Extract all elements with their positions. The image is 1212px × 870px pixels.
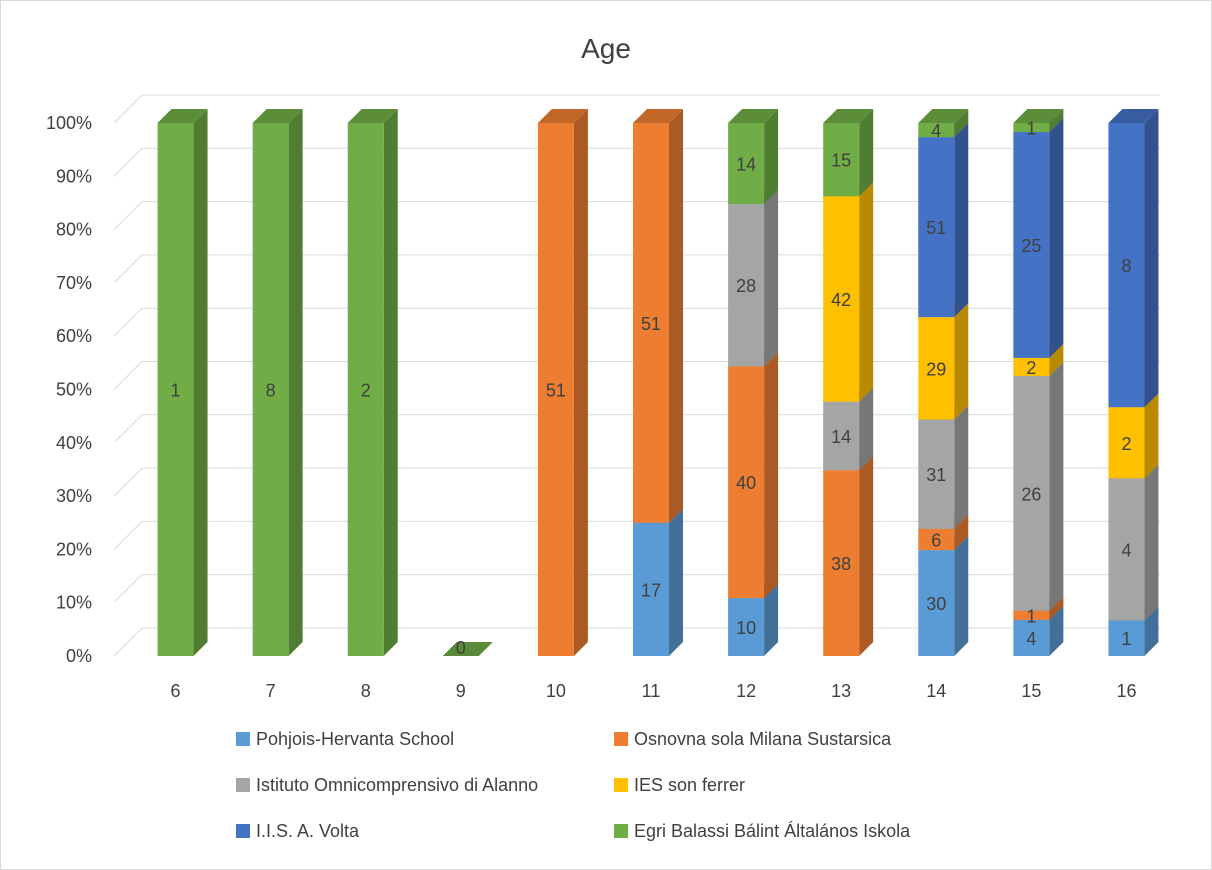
legend-label: Pohjois-Hervanta School <box>256 729 454 749</box>
data-label: 4 <box>1121 540 1131 560</box>
data-label: 2 <box>1026 358 1036 378</box>
bar-segment <box>347 109 398 656</box>
legend-item: I.I.S. A. Volta <box>236 821 360 841</box>
legend-item: IES son ferrer <box>614 775 745 795</box>
y-axis-ticks: 0% 10% 20% 30% 40% 50% 60% 70% 80% 90% 100% <box>46 113 92 666</box>
y-tick-label: 90% <box>56 166 92 186</box>
x-tick-label: 13 <box>831 681 851 701</box>
x-tick-label: 11 <box>642 681 661 701</box>
bar-segment <box>252 109 303 656</box>
data-label: 1 <box>1026 119 1036 139</box>
legend-label: Osnovna sola Milana Sustarsica <box>634 729 892 749</box>
data-label: 51 <box>546 381 566 401</box>
x-tick-label: 6 <box>171 681 181 701</box>
legend-swatch <box>614 824 628 838</box>
legend-swatch <box>236 778 250 792</box>
legend-swatch <box>236 732 250 746</box>
bar-segment <box>823 182 874 402</box>
x-tick-label: 10 <box>546 681 566 701</box>
data-label: 4 <box>931 121 941 141</box>
data-label: 14 <box>736 155 756 175</box>
legend-item: Istituto Omnicomprensivo di Alanno <box>236 775 538 795</box>
data-label: 25 <box>1021 236 1041 256</box>
y-tick-label: 10% <box>56 593 92 613</box>
x-tick-label: 16 <box>1116 681 1136 701</box>
gridline <box>113 94 1160 124</box>
data-label: 2 <box>1121 434 1131 454</box>
legend-swatch <box>236 824 250 838</box>
bar-segment <box>633 109 683 523</box>
bar-segment <box>1108 109 1159 408</box>
legend: Pohjois-Hervanta School Osnovna sola Mila… <box>236 729 911 841</box>
y-tick-label: 70% <box>56 273 92 293</box>
bar-segment <box>823 109 874 197</box>
data-label: 30 <box>926 594 946 614</box>
bar-segment <box>157 109 208 656</box>
legend-label: I.I.S. A. Volta <box>256 821 360 841</box>
legend-swatch <box>614 778 628 792</box>
legend-item: Egri Balassi Bálint Általános Iskola <box>614 821 911 841</box>
data-label: 1 <box>171 381 181 401</box>
y-tick-label: 80% <box>56 220 92 240</box>
bar-segment <box>1013 361 1064 611</box>
data-label: 51 <box>926 218 946 238</box>
data-label: 0 <box>456 638 466 658</box>
y-tick-label: 100% <box>46 113 92 133</box>
data-label: 10 <box>736 618 756 638</box>
legend-label: Egri Balassi Bálint Általános Iskola <box>634 821 911 841</box>
y-tick-label: 60% <box>56 326 92 346</box>
data-label: 2 <box>361 381 371 401</box>
legend-label: IES son ferrer <box>634 775 745 795</box>
data-label: 15 <box>831 151 851 171</box>
legend-item: Osnovna sola Milana Sustarsica <box>614 729 892 749</box>
bar-segment <box>1013 118 1064 358</box>
bar-segment <box>537 109 588 656</box>
y-tick-label: 30% <box>56 486 92 506</box>
legend-swatch <box>614 732 628 746</box>
chart-title: Age <box>581 33 631 64</box>
data-label: 51 <box>641 314 661 334</box>
data-label: 8 <box>266 381 276 401</box>
data-label: 6 <box>931 531 941 551</box>
data-label: 17 <box>641 580 661 600</box>
data-label: 31 <box>926 465 946 485</box>
x-tick-label: 7 <box>266 681 276 701</box>
bar-segment <box>728 109 779 205</box>
data-label: 4 <box>1026 629 1036 649</box>
bar-segment <box>1013 109 1064 133</box>
bar-segment <box>1108 464 1159 621</box>
y-tick-label: 50% <box>56 380 92 400</box>
y-tick-label: 0% <box>66 646 92 666</box>
data-label: 1 <box>1026 606 1036 626</box>
data-label: 14 <box>831 427 851 447</box>
data-labels: 1 8 20511751104028143814421530631295144126… <box>171 119 1132 658</box>
bar-segment-empty <box>442 642 493 656</box>
x-tick-label: 14 <box>926 681 946 701</box>
data-label: 29 <box>926 359 946 379</box>
legend-label: Istituto Omnicomprensivo di Alanno <box>256 775 538 795</box>
data-label: 40 <box>736 473 756 493</box>
data-label: 38 <box>831 554 851 574</box>
data-label: 42 <box>831 290 851 310</box>
y-tick-label: 40% <box>56 433 92 453</box>
legend-item: Pohjois-Hervanta School <box>236 729 454 749</box>
data-label: 26 <box>1021 484 1041 504</box>
bars <box>157 109 1159 656</box>
data-label: 28 <box>736 276 756 296</box>
x-tick-label: 9 <box>456 681 466 701</box>
data-label: 1 <box>1121 629 1131 649</box>
x-axis-ticks: 6 7 8 9 10 11 12 13 14 15 16 <box>171 681 1137 701</box>
bar-segment <box>918 109 969 138</box>
x-tick-label: 15 <box>1021 681 1041 701</box>
y-tick-label: 20% <box>56 539 92 559</box>
x-tick-label: 12 <box>736 681 756 701</box>
data-label: 8 <box>1121 256 1131 276</box>
bar-segment <box>918 123 969 318</box>
x-tick-label: 8 <box>361 681 371 701</box>
